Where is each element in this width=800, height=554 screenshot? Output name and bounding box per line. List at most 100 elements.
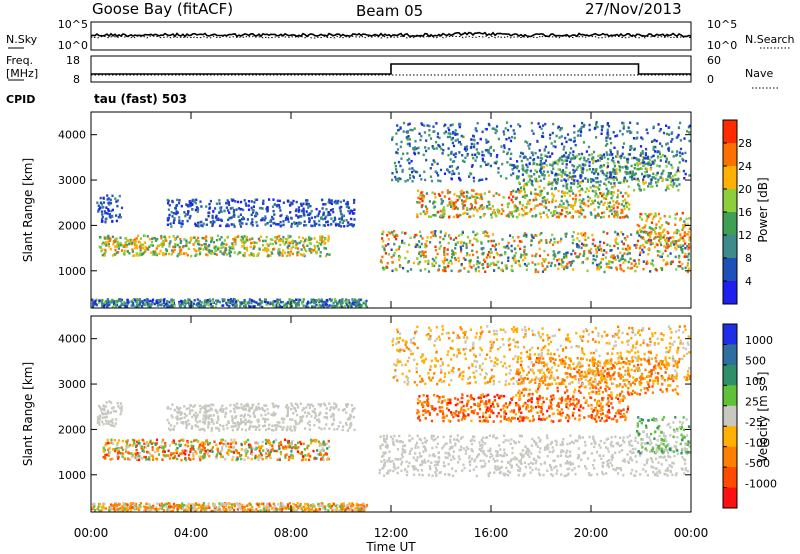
- heatmap-cell: [206, 440, 209, 444]
- heatmap-cell: [524, 212, 527, 215]
- heatmap-cell: [603, 241, 606, 245]
- heatmap-cell: [324, 217, 327, 220]
- heatmap-cell: [613, 169, 616, 172]
- heatmap-cell: [345, 303, 349, 307]
- heatmap-cell: [585, 258, 588, 261]
- heatmap-cell: [302, 244, 305, 247]
- heatmap-cell: [206, 247, 209, 250]
- heatmap-cell: [538, 233, 541, 236]
- heatmap-cell: [421, 199, 424, 203]
- heatmap-cell: [331, 208, 334, 211]
- heatmap-cell: [275, 242, 278, 245]
- heatmap-cell: [654, 214, 657, 217]
- heatmap-cell: [639, 145, 643, 148]
- heatmap-cell: [627, 266, 630, 270]
- heatmap-cell: [665, 246, 668, 249]
- heatmap-cell: [649, 241, 652, 245]
- heatmap-cell: [223, 209, 226, 213]
- heatmap-cell: [323, 246, 326, 250]
- heatmap-cell: [146, 235, 149, 238]
- heatmap-cell: [441, 211, 444, 214]
- heatmap-cell: [534, 263, 537, 266]
- heatmap-cell: [396, 148, 400, 151]
- heatmap-cell: [580, 130, 583, 134]
- heatmap-cell: [148, 456, 151, 459]
- heatmap-cell: [476, 240, 479, 243]
- heatmap-cell: [382, 268, 385, 271]
- heatmap-cell: [286, 217, 290, 221]
- heatmap-cell: [126, 238, 129, 242]
- heatmap-cell: [219, 442, 222, 445]
- heatmap-cell: [343, 305, 346, 308]
- heatmap-cell: [657, 235, 660, 238]
- heatmap-cell: [562, 206, 565, 209]
- heatmap-cell: [364, 302, 367, 305]
- heatmap-cell: [278, 248, 281, 251]
- heatmap-cell: [530, 239, 533, 243]
- heatmap-cell: [565, 184, 568, 187]
- heatmap-cell: [199, 220, 202, 224]
- heatmap-cell: [414, 140, 417, 143]
- heatmap-cell: [454, 206, 458, 209]
- heatmap-cell: [408, 138, 411, 141]
- heatmap-cell: [184, 443, 187, 447]
- heatmap-cell: [236, 299, 239, 302]
- heatmap-cell: [441, 200, 445, 203]
- heatmap-cell: [551, 183, 554, 187]
- heatmap-cell: [545, 213, 548, 217]
- heatmap-cell: [622, 127, 625, 130]
- heatmap-cell: [597, 186, 600, 189]
- heatmap-cell: [411, 167, 414, 170]
- heatmap-cell: [479, 216, 482, 219]
- colorbar-tick-label: 20: [738, 183, 752, 196]
- heatmap-cell: [209, 299, 212, 303]
- heatmap-cell: [288, 302, 292, 306]
- heatmap-cell: [157, 507, 160, 511]
- heatmap-cell: [408, 144, 411, 148]
- heatmap-cell: [595, 255, 598, 258]
- heatmap-cell: [93, 301, 97, 304]
- heatmap-cell: [201, 224, 204, 228]
- heatmap-cell: [525, 264, 528, 267]
- heatmap-cell: [220, 246, 223, 249]
- heatmap-cell: [383, 248, 386, 252]
- heatmap-cell: [275, 305, 278, 309]
- heatmap-cell: [522, 156, 525, 159]
- heatmap-cell: [382, 230, 385, 233]
- heatmap-cell: [677, 245, 680, 248]
- heatmap-cell: [308, 217, 311, 220]
- heatmap-cell: [670, 163, 673, 167]
- heatmap-cell: [477, 266, 480, 269]
- heatmap-cell: [259, 305, 262, 308]
- heatmap-cell: [97, 204, 100, 207]
- heatmap-cell: [252, 252, 255, 256]
- heatmap-cell: [121, 455, 124, 458]
- heatmap-cell: [308, 458, 311, 462]
- heatmap-cell: [679, 265, 682, 268]
- heatmap-cell: [608, 153, 611, 156]
- heatmap-cell: [459, 250, 463, 253]
- heatmap-cell: [615, 268, 618, 271]
- heatmap-cell: [653, 138, 656, 142]
- heatmap-cell: [541, 200, 544, 203]
- heatmap-cell: [509, 193, 512, 196]
- freq-tick-top: 18: [66, 54, 80, 67]
- heatmap-cell: [527, 144, 530, 147]
- heatmap-cell: [638, 187, 641, 191]
- heatmap-cell: [188, 457, 191, 460]
- heatmap-cell: [236, 456, 239, 459]
- heatmap-cell: [450, 152, 453, 156]
- heatmap-cell: [470, 206, 473, 210]
- heatmap-cell: [310, 209, 313, 213]
- heatmap-cell: [599, 265, 602, 269]
- heatmap-cell: [534, 169, 537, 172]
- heatmap-cell: [546, 170, 549, 174]
- heatmap-cell: [659, 237, 662, 241]
- heatmap-cell: [565, 199, 568, 203]
- heatmap-cell: [652, 162, 655, 165]
- heatmap-cell: [302, 212, 305, 215]
- heatmap-cell: [578, 164, 581, 167]
- heatmap-cell: [413, 152, 417, 156]
- heatmap-cell: [679, 139, 682, 142]
- heatmap-cell: [518, 240, 521, 243]
